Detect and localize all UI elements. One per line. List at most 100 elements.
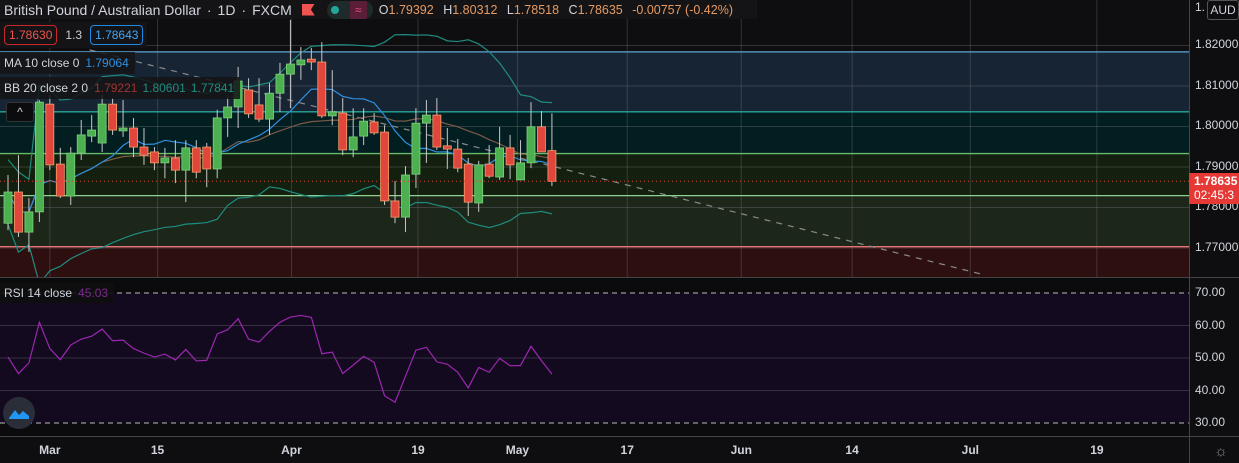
candle-body [14, 191, 23, 233]
candle-body [118, 127, 128, 132]
trend-line[interactable] [89, 49, 986, 276]
candle-body [254, 104, 264, 120]
candle[interactable] [76, 119, 86, 161]
candle[interactable] [160, 147, 170, 179]
price-tick-label: 1.79000 [1195, 158, 1239, 173]
candle[interactable] [150, 147, 159, 171]
candle[interactable] [401, 166, 410, 233]
flag-icon[interactable] [301, 3, 315, 16]
candle[interactable] [170, 140, 180, 184]
candle[interactable] [369, 113, 379, 135]
candle[interactable] [254, 78, 264, 122]
candle[interactable] [411, 108, 421, 188]
market-status-pill[interactable]: ≈ [326, 0, 373, 19]
candle[interactable] [97, 94, 107, 152]
candle[interactable] [296, 47, 306, 80]
candle[interactable] [526, 102, 536, 169]
candle[interactable] [317, 42, 327, 118]
candle[interactable] [66, 147, 76, 205]
time-tick-label: 19 [411, 443, 425, 457]
candle[interactable] [139, 128, 149, 165]
candle[interactable] [380, 125, 389, 205]
candle[interactable] [87, 115, 97, 143]
candle[interactable] [338, 98, 348, 156]
candle[interactable] [463, 157, 473, 216]
ma-value: 1.79064 [85, 56, 129, 70]
candle[interactable] [505, 134, 515, 180]
candle-body [212, 117, 222, 170]
rsi-legend[interactable]: RSI 14 close 45.03 [0, 283, 115, 303]
candle[interactable] [484, 145, 494, 179]
candle[interactable] [348, 108, 358, 158]
candle[interactable] [202, 143, 212, 188]
candle[interactable] [327, 70, 337, 126]
interval[interactable]: 1D [217, 1, 236, 18]
tradingview-logo-icon[interactable] [3, 397, 35, 429]
symbol-header: British Pound / Australian Dollar · 1D ·… [0, 0, 757, 19]
collapse-legend-button[interactable]: ^ [6, 102, 34, 122]
buy-button[interactable]: 1.78643 [90, 25, 144, 45]
candle[interactable] [495, 126, 505, 180]
candle[interactable] [306, 47, 316, 71]
approx-icon: ≈ [349, 0, 367, 19]
candle[interactable] [3, 175, 13, 231]
close-value: 1.78635 [577, 2, 623, 17]
symbol-name[interactable]: British Pound / Australian Dollar [4, 1, 201, 18]
candle[interactable] [265, 83, 274, 135]
rsi-label: RSI 14 close [4, 286, 73, 300]
candle-body [411, 122, 421, 175]
ma-legend[interactable]: MA 10 close 0 1.79064 [0, 52, 135, 74]
candle[interactable] [432, 98, 442, 150]
candle[interactable] [275, 62, 285, 112]
candle-body [97, 103, 107, 144]
candle[interactable] [45, 94, 55, 171]
time-tick-label: May [505, 443, 530, 457]
candle-body [150, 151, 159, 164]
sell-button[interactable]: 1.78630 [4, 25, 58, 45]
candle[interactable] [14, 155, 23, 237]
rsi-line [7, 314, 553, 404]
candle[interactable] [55, 147, 65, 199]
candle[interactable] [244, 78, 253, 118]
high-value: 1.80312 [452, 2, 498, 17]
candle-body [191, 147, 201, 173]
candle[interactable] [118, 100, 128, 137]
candle-body [45, 103, 55, 166]
candle-body [453, 148, 463, 169]
candle[interactable] [390, 181, 400, 224]
candle[interactable] [474, 160, 484, 212]
price-axis-top-label: 1. [1195, 0, 1206, 14]
candle[interactable] [129, 117, 138, 158]
candle[interactable] [181, 140, 191, 203]
candle[interactable] [442, 128, 452, 169]
bb-basis-value: 1.79221 [94, 81, 138, 95]
bb-lower-value: 1.77841 [190, 81, 235, 95]
candle-body [317, 61, 327, 117]
bb-label: BB 20 close 2 0 [4, 81, 89, 95]
candle-body [55, 163, 65, 197]
candle[interactable] [453, 138, 463, 173]
candle[interactable] [191, 140, 201, 179]
candle[interactable] [547, 113, 557, 187]
candle[interactable] [421, 100, 431, 163]
candle[interactable] [34, 100, 44, 222]
settings-gear-icon[interactable]: ☼ [1214, 443, 1228, 460]
candle[interactable] [359, 108, 369, 146]
rsi-tick-label: 30.00 [1195, 415, 1226, 429]
candles [3, 19, 557, 252]
candle[interactable] [108, 98, 117, 135]
candle[interactable] [223, 96, 233, 137]
candle[interactable] [212, 109, 222, 179]
candle-body [537, 126, 546, 153]
candle[interactable] [24, 198, 34, 252]
candle[interactable] [516, 140, 525, 181]
bb-legend[interactable]: BB 20 close 2 0 1.79221 1.80601 1.77841 [0, 77, 241, 99]
candle-body [66, 152, 76, 197]
candle-body [24, 211, 34, 233]
candle[interactable] [537, 111, 546, 153]
candle[interactable] [286, 19, 295, 109]
rsi-tick-label: 40.00 [1195, 382, 1226, 397]
time-tick-label: Jun [730, 443, 752, 457]
currency-button[interactable]: AUD [1207, 0, 1239, 20]
